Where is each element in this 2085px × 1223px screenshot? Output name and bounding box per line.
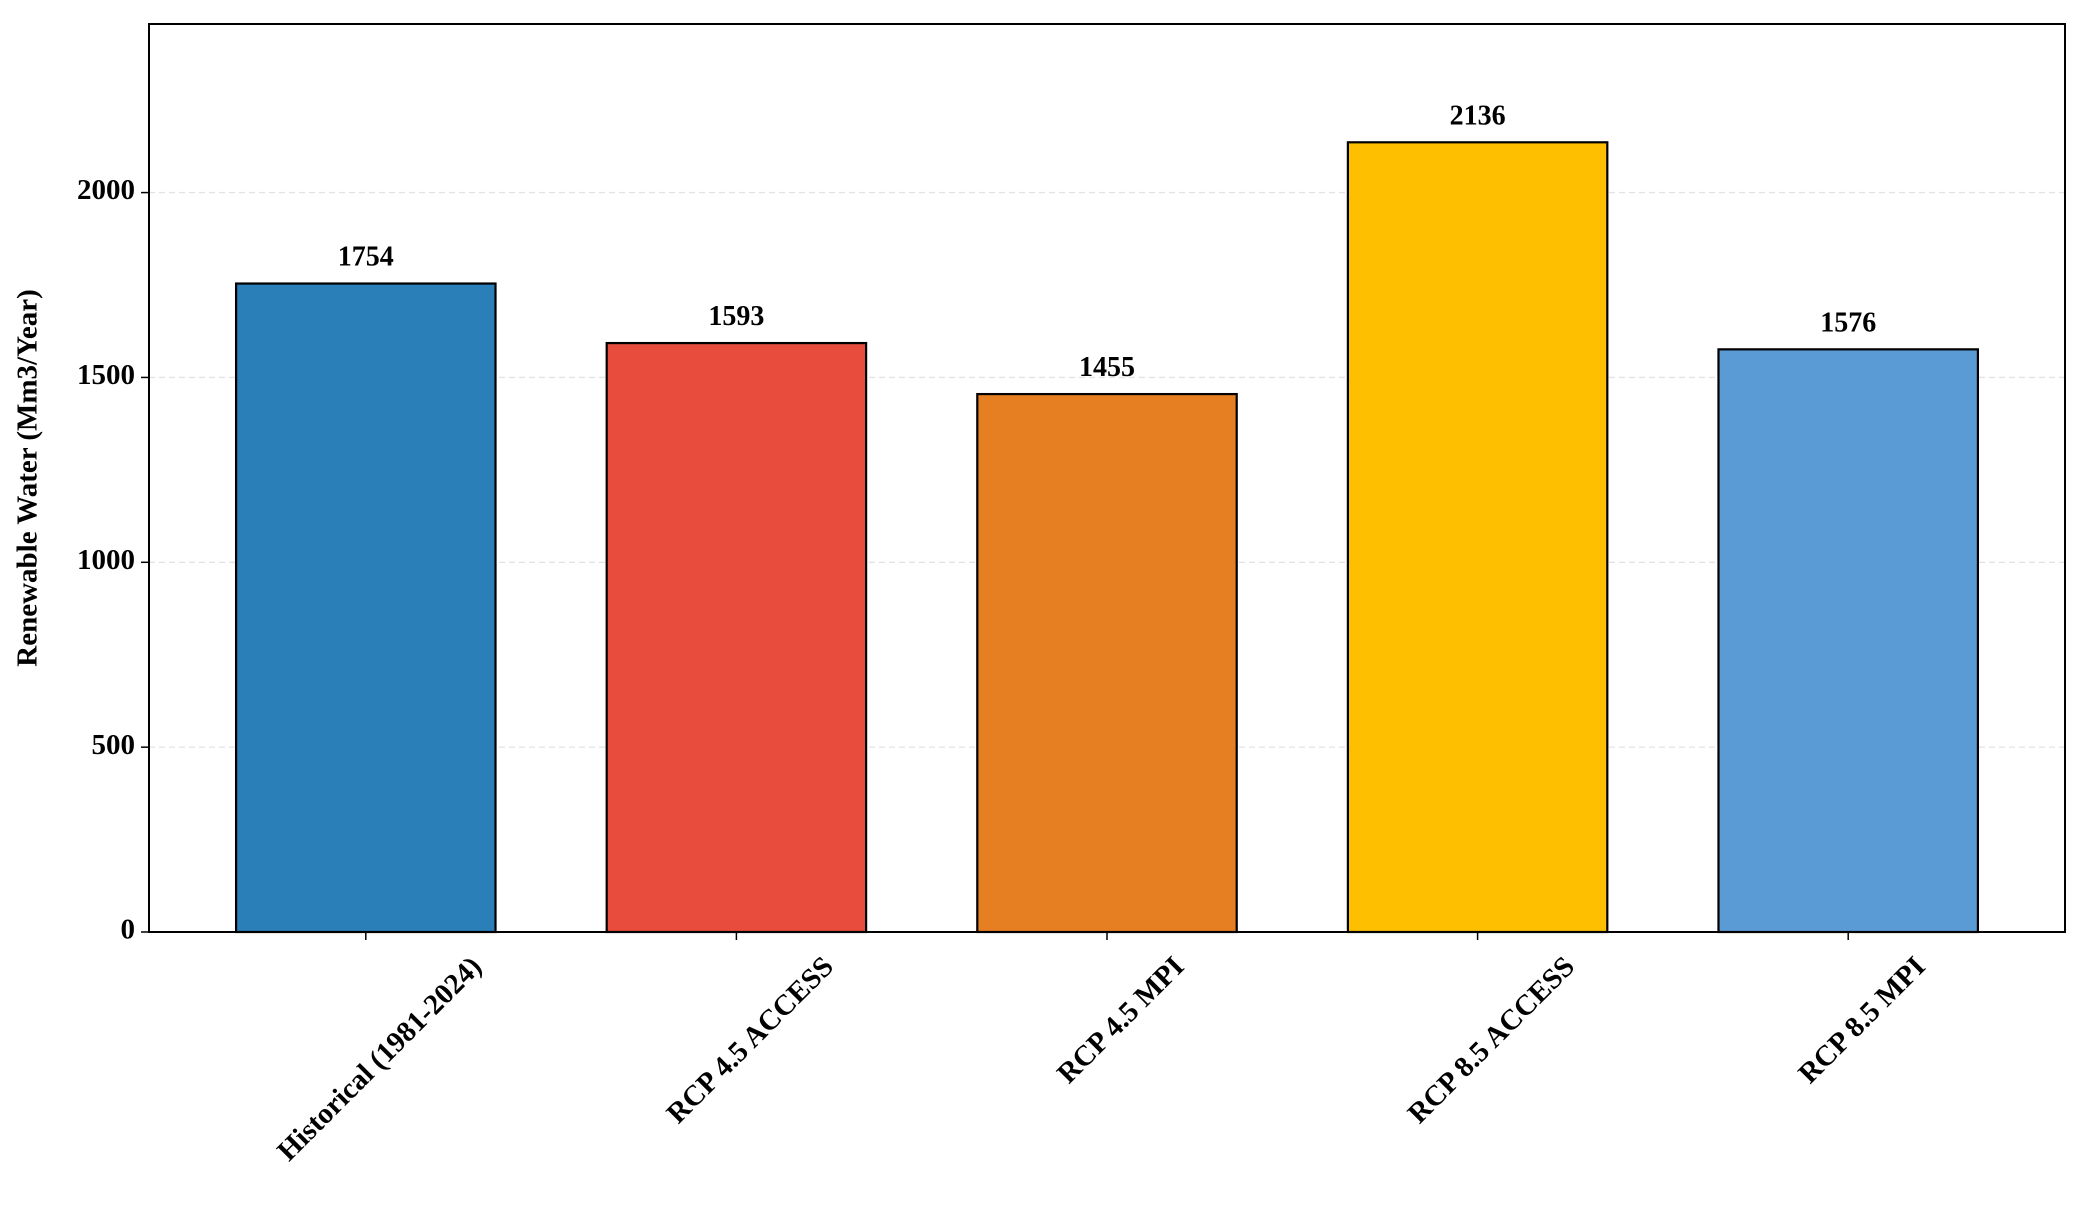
y-tick-label: 2000 — [77, 174, 135, 206]
x-tick-label: RCP 8.5 MPI — [1792, 950, 1931, 1089]
bar — [1346, 141, 1609, 934]
x-tick-label: RCP 4.5 MPI — [1051, 950, 1190, 1089]
y-tick-label: 0 — [121, 914, 136, 946]
x-tick-label: Historical (1981-2024) — [271, 950, 488, 1167]
value-label: 1576 — [1820, 307, 1876, 338]
y-tick-label: 1500 — [77, 359, 135, 391]
x-tick-label: RCP 4.5 ACCESS — [661, 950, 840, 1129]
y-tick-label: 1000 — [77, 544, 135, 576]
x-tick-label: RCP 8.5 ACCESS — [1402, 950, 1581, 1129]
plot-frame — [148, 23, 2066, 933]
y-axis-label: Renewable Water (Mm3/Year) — [12, 289, 44, 666]
value-label: 1455 — [1079, 352, 1135, 383]
bar — [234, 282, 497, 934]
bar — [976, 392, 1238, 934]
value-label: 2136 — [1450, 100, 1506, 131]
bar — [1717, 348, 1980, 934]
value-label: 1593 — [708, 301, 764, 332]
bar — [605, 341, 868, 934]
value-label: 1754 — [338, 242, 394, 273]
y-tick-label: 500 — [92, 729, 136, 761]
